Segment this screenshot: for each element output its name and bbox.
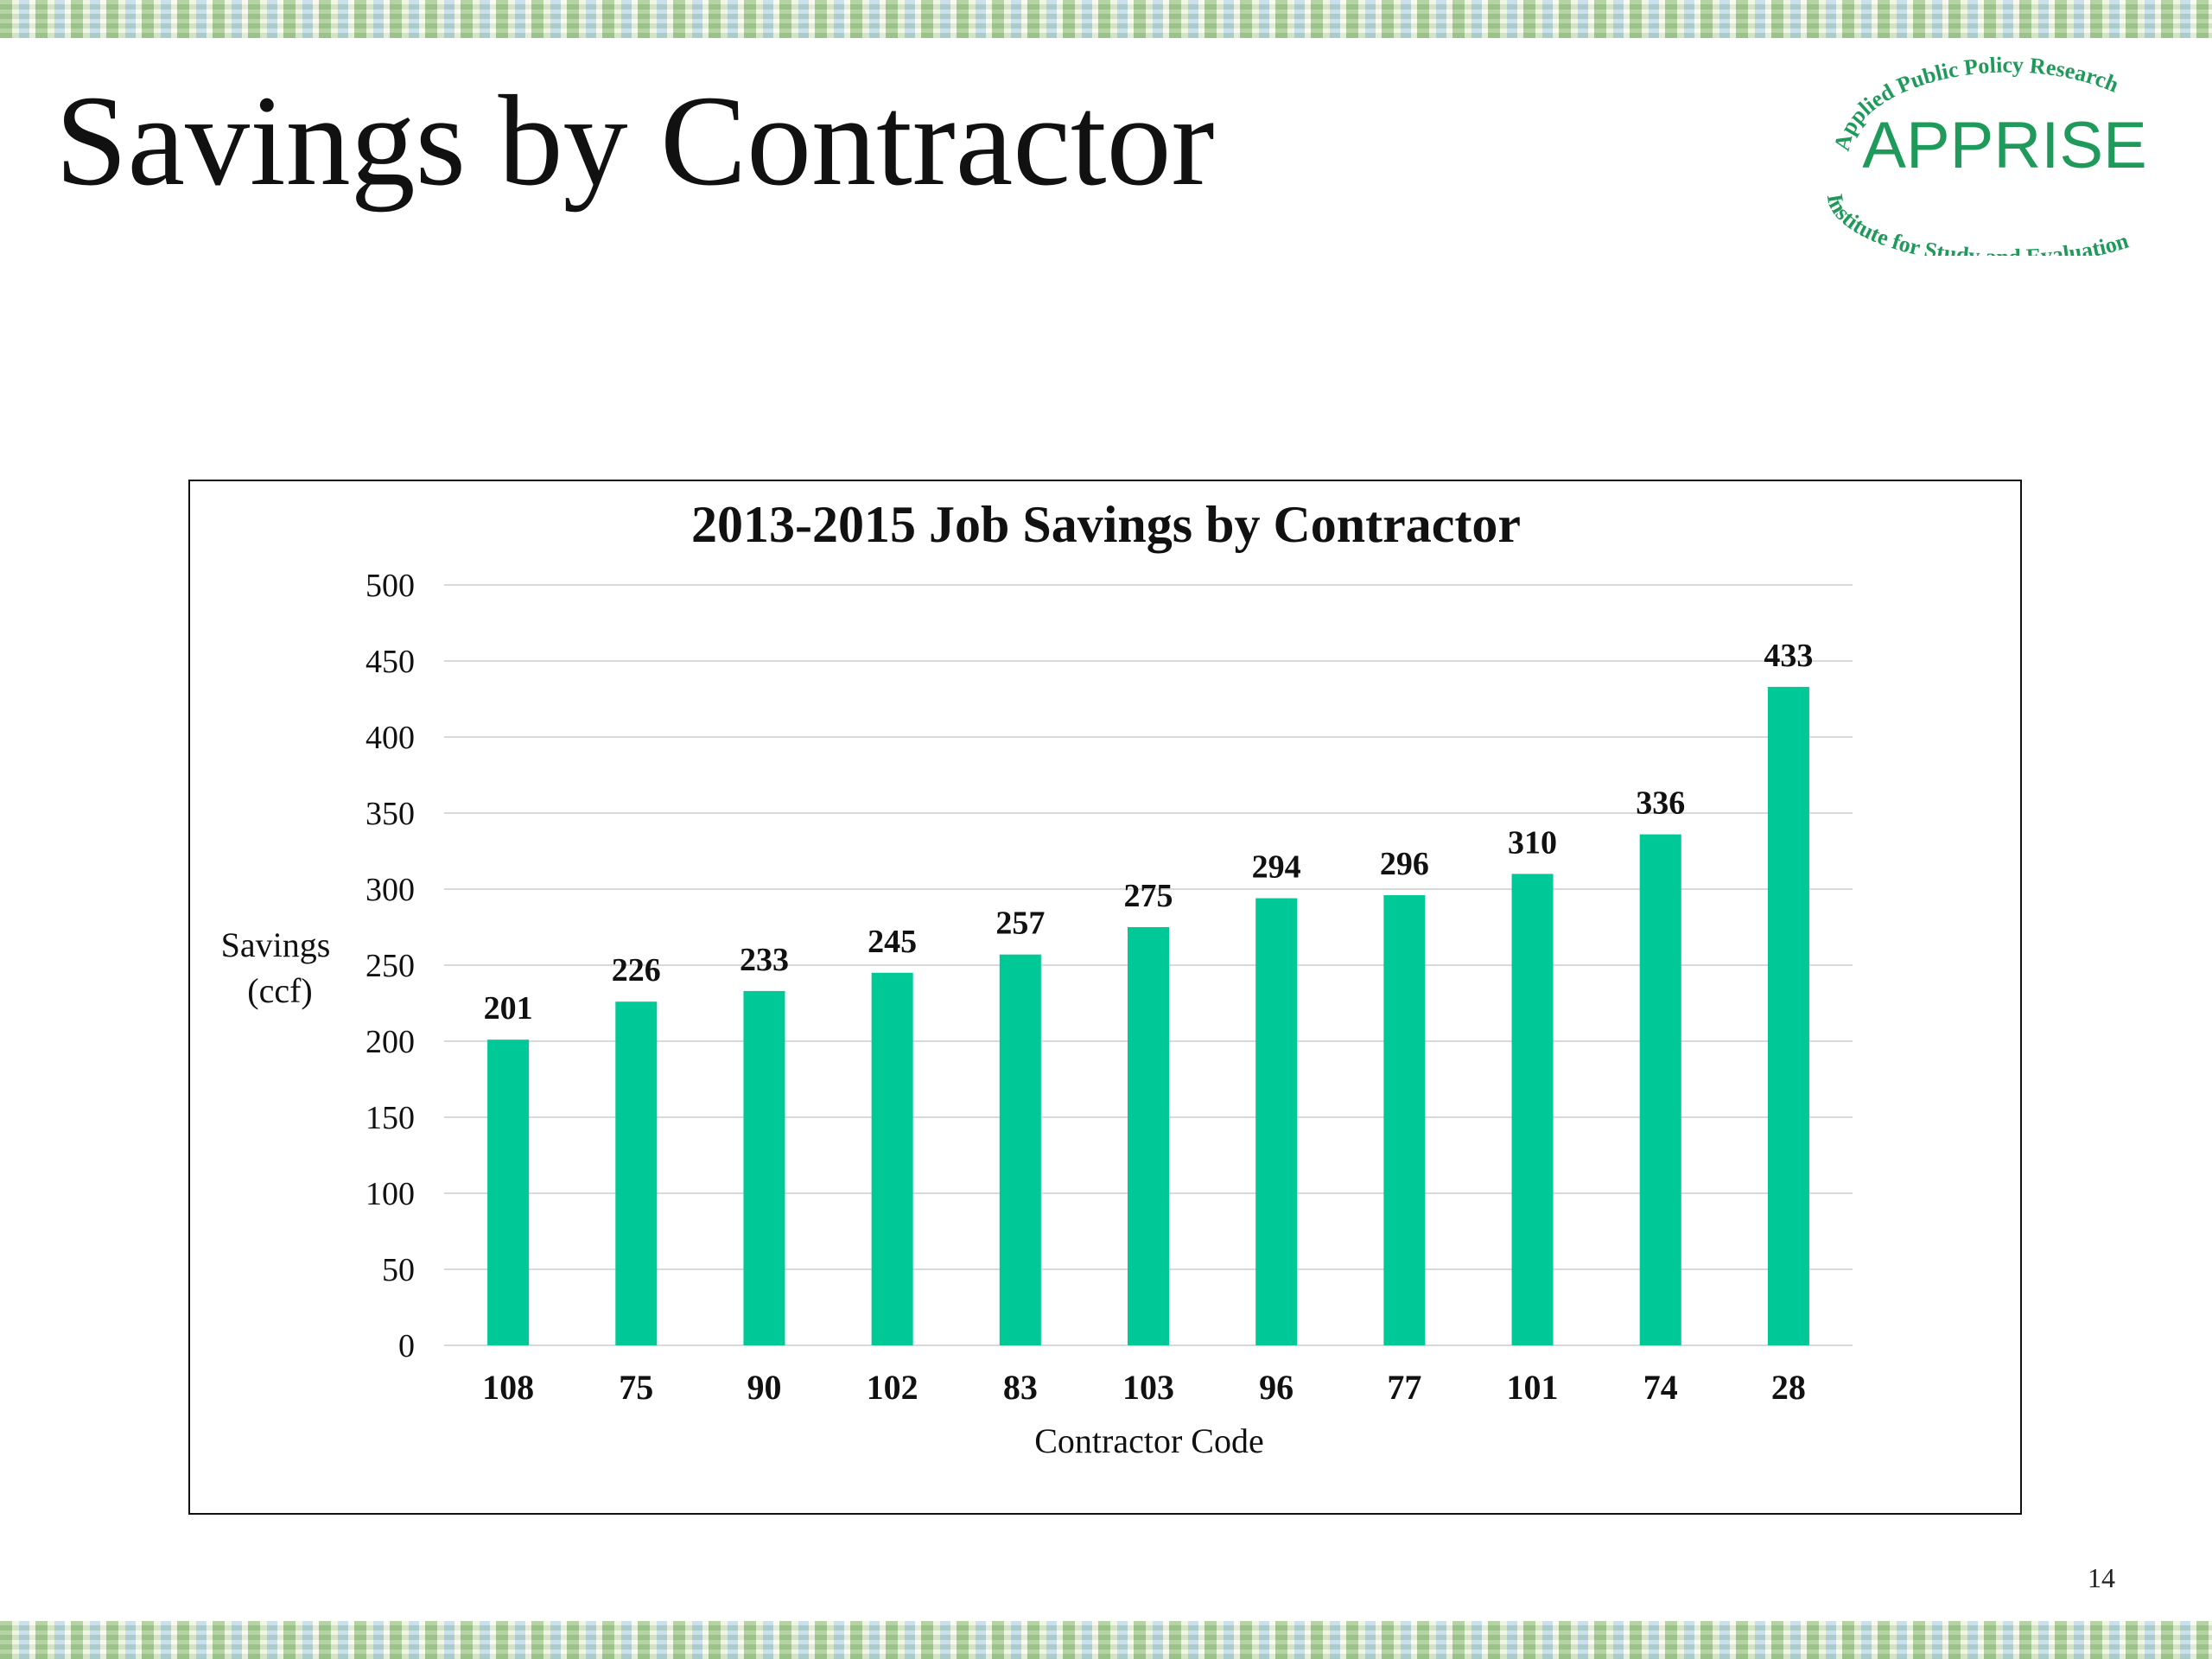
bar (487, 1039, 530, 1345)
y-tick-label: 50 (382, 1252, 415, 1288)
slide-title: Savings by Contractor (55, 69, 1215, 213)
data-label: 257 (995, 906, 1045, 942)
data-label: 245 (868, 924, 917, 960)
y-axis-ticks: 0 50 100 150 200 250 300 350 400 450 500 (365, 568, 415, 1364)
data-label: 296 (1380, 846, 1429, 882)
bar (999, 954, 1041, 1345)
chart-frame: 2013-2015 Job Savings by Contractor 0 50 1… (188, 480, 2022, 1515)
y-tick-label: 300 (365, 872, 415, 908)
bar (615, 1001, 658, 1345)
apprise-logo: Applied Public Policy Research APPRISE I… (1822, 52, 2147, 256)
x-tick-label: 103 (1122, 1368, 1174, 1407)
bar (743, 990, 785, 1345)
data-label: 233 (740, 942, 789, 978)
x-axis-ticks: 108 75 90 102 83 103 96 77 101 74 28 (482, 1368, 1806, 1407)
x-tick-label: 75 (619, 1368, 653, 1407)
y-tick-label: 500 (365, 568, 415, 604)
y-tick-label: 250 (365, 948, 415, 984)
y-tick-label: 400 (365, 720, 415, 756)
y-axis-label-line-2: (ccf) (247, 971, 312, 1010)
logo-name: APPRISE (1862, 109, 2146, 182)
y-tick-label: 450 (365, 644, 415, 680)
x-tick-label: 101 (1507, 1368, 1559, 1407)
y-tick-label: 350 (365, 796, 415, 832)
x-tick-label: 77 (1387, 1368, 1421, 1407)
x-tick-label: 28 (1771, 1368, 1806, 1407)
bars (487, 686, 1809, 1345)
bar (871, 972, 913, 1345)
y-tick-label: 100 (365, 1176, 415, 1212)
x-tick-label: 102 (867, 1368, 918, 1407)
data-label: 336 (1636, 785, 1685, 822)
data-label: 294 (1252, 849, 1301, 886)
bar (1639, 834, 1681, 1345)
x-tick-label: 108 (482, 1368, 534, 1407)
x-tick-label: 90 (747, 1368, 781, 1407)
y-axis-label-line-1: Savings (221, 925, 331, 964)
data-labels: 201 226 233 245 257 275 294 296 310 336 433 (484, 638, 1814, 1027)
y-axis-label: Savings (ccf) (221, 925, 340, 1010)
y-tick-label: 150 (365, 1100, 415, 1136)
x-axis-label: Contractor Code (1034, 1421, 1264, 1460)
data-label: 201 (484, 990, 533, 1027)
logo-bottom-text: Institute for Study and Evaluation (1822, 192, 2133, 256)
bar (1511, 874, 1554, 1345)
y-tick-label: 200 (365, 1024, 415, 1060)
data-label: 310 (1508, 824, 1557, 861)
x-tick-label: 96 (1259, 1368, 1294, 1407)
data-label: 226 (612, 952, 661, 988)
data-label: 433 (1764, 638, 1813, 674)
y-tick-label: 0 (398, 1328, 415, 1364)
bar (1383, 895, 1426, 1345)
logo-bottom-textpath: Institute for Study and Evaluation (1822, 192, 2133, 256)
bar (1128, 927, 1169, 1345)
x-tick-label: 83 (1003, 1368, 1038, 1407)
top-decorative-band (0, 0, 2212, 38)
bottom-decorative-band (0, 1621, 2212, 1659)
page-number: 14 (2088, 1562, 2115, 1593)
bar-chart: 2013-2015 Job Savings by Contractor 0 50 1… (221, 496, 1853, 1460)
x-tick-label: 74 (1643, 1368, 1678, 1407)
chart-title: 2013-2015 Job Savings by Contractor (691, 496, 1521, 553)
bar (1767, 686, 1809, 1345)
bar (1255, 898, 1298, 1345)
data-label: 275 (1124, 878, 1173, 914)
